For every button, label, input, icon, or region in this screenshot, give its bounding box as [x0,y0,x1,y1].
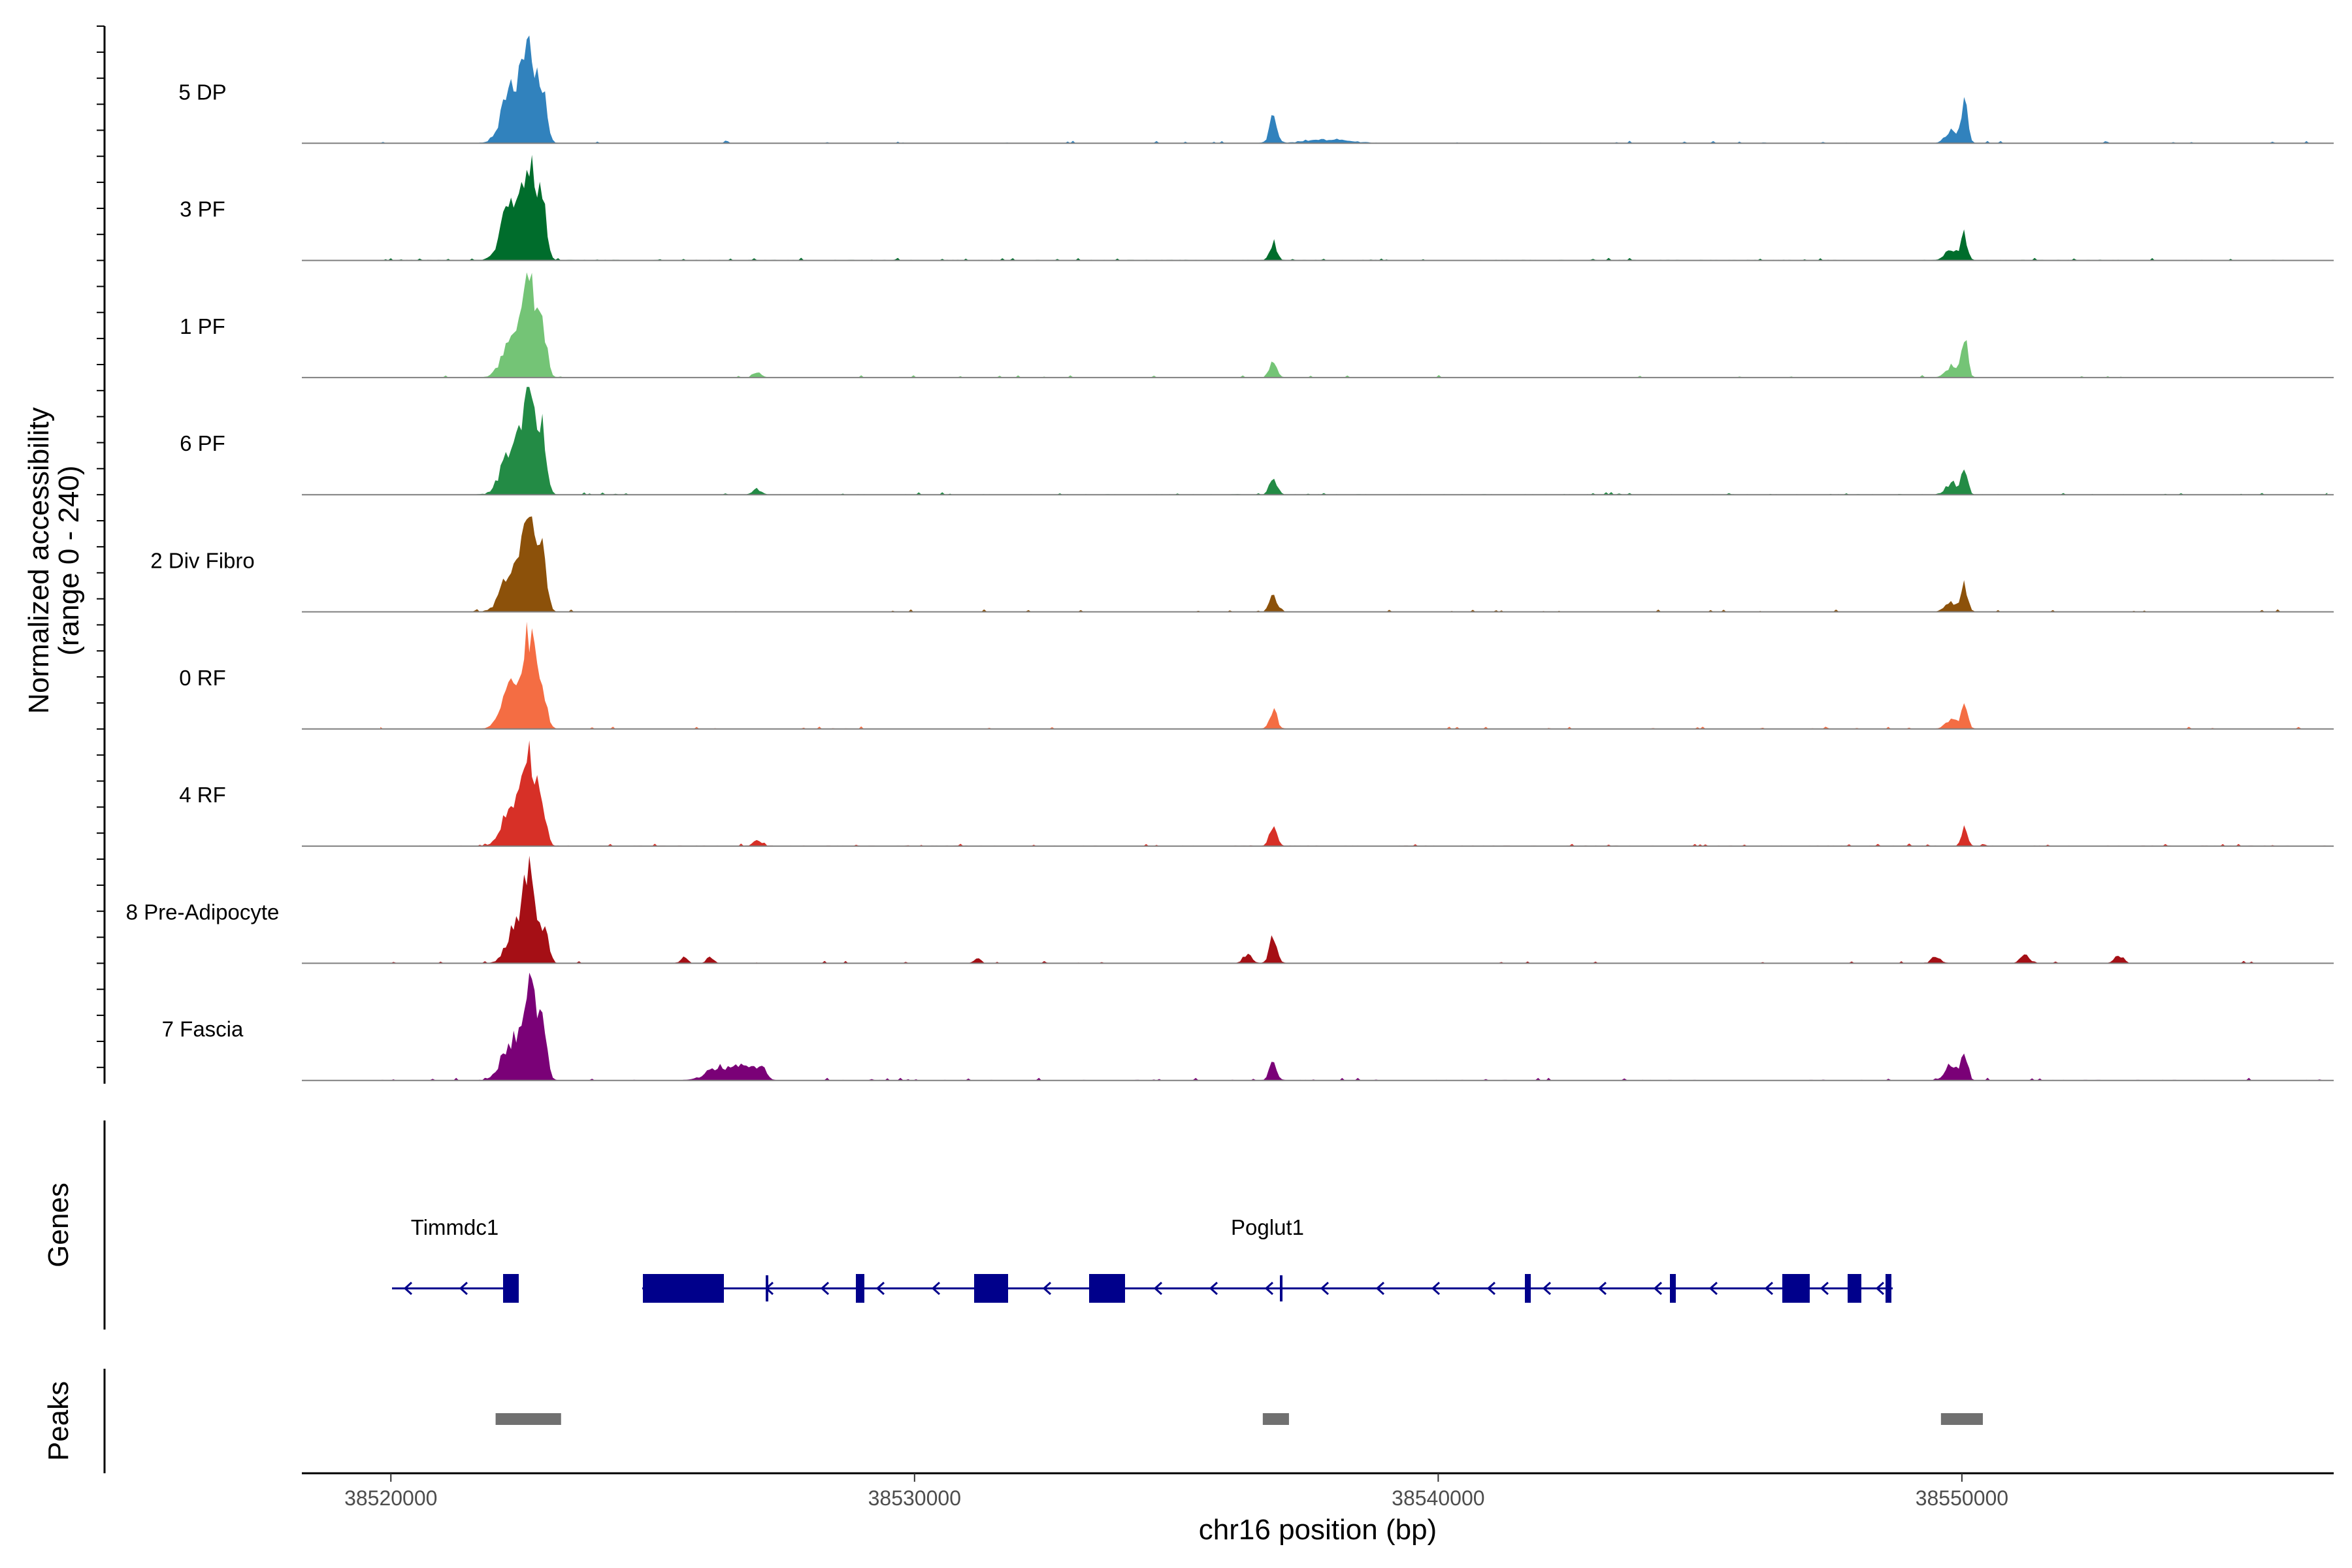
strand-arrow [1264,1281,1274,1296]
track-6-pf: 6 PF [180,387,2334,496]
peak-region [1940,1413,1983,1425]
coverage-area [380,621,2328,729]
strand-arrow [1375,1281,1385,1296]
gene-exon [1782,1274,1810,1303]
gene-exon [503,1274,519,1303]
track-0-rf: 0 RF [179,621,2334,730]
gene-exon [856,1274,864,1303]
coverage-area [380,35,2328,144]
track-4-rf: 4 RF [179,740,2334,847]
track-label: 2 Div Fibro [150,549,255,573]
track-label: 5 DP [178,80,226,104]
strand-arrow [403,1281,413,1296]
gene-exon [1670,1274,1676,1303]
coverage-area [380,740,2328,847]
track-label: 3 PF [180,197,225,221]
coverage-area [380,516,2328,612]
strand-arrow [1542,1281,1552,1296]
gene-exon [1280,1275,1282,1301]
strand-arrow [1320,1281,1330,1296]
gene-name: Timmdc1 [411,1215,498,1239]
x-tick-label: 38530000 [868,1486,961,1510]
x-tick-label: 38520000 [344,1486,437,1510]
peaks-track-label: Peaks [42,1381,74,1461]
peak-region [1262,1413,1289,1425]
peak-track: Peaks [42,1369,1983,1473]
track-8-pre-adipocyte: 8 Pre-Adipocyte [126,855,2334,964]
coverage-area [380,972,2328,1081]
track-label: 4 RF [179,783,226,807]
track-label: 6 PF [180,431,225,455]
track-label: 8 Pre-Adipocyte [126,900,280,924]
gene-poglut1: Poglut1 [642,1215,1893,1303]
coverage-tracks: 5 DP 3 PF 1 PF 6 PF 2 Div Fibro 0 RF 4 RF 8 Pre… [126,35,2334,1081]
strand-arrow [1597,1281,1607,1296]
strand-arrow [1764,1281,1774,1296]
gene-exon [1886,1274,1891,1303]
y-axis-subtitle: (range 0 - 240) [53,465,85,655]
coverage-y-axis [97,25,106,1084]
strand-arrow [1153,1281,1163,1296]
coverage-area [380,155,2328,261]
strand-arrow [459,1281,468,1296]
y-axis-title: Normalized accessibility [23,407,55,713]
coverage-area [380,855,2328,964]
track-label: 0 RF [179,666,226,690]
coverage-area [380,272,2328,378]
gene-exon [766,1275,768,1301]
track-5-dp: 5 DP [178,35,2334,144]
x-tick-label: 38550000 [1916,1486,2008,1510]
strand-arrow [1209,1281,1218,1296]
strand-arrow [1820,1281,1829,1296]
track-1-pf: 1 PF [180,272,2334,378]
gene-exon [974,1274,1008,1303]
strand-arrow [820,1281,830,1296]
track-label: 1 PF [180,314,225,338]
gene-track-label: Genes [42,1183,74,1267]
gene-exon [1848,1274,1861,1303]
track-7-fascia: 7 Fascia [162,972,2334,1081]
gene-track: Genes Timmdc1 Poglut1 [42,1120,1893,1330]
gene-timmdc1: Timmdc1 [392,1215,519,1303]
x-tick-label: 38540000 [1392,1486,1484,1510]
strand-arrow [875,1281,885,1296]
strand-arrow [1042,1281,1052,1296]
gene-exon [1089,1274,1125,1303]
strand-arrow [1875,1281,1885,1296]
strand-arrow [1431,1281,1441,1296]
strand-arrow [1653,1281,1663,1296]
strand-arrow [1486,1281,1496,1296]
strand-arrow [931,1281,941,1296]
strand-arrow [1708,1281,1718,1296]
gene-exon [1525,1274,1531,1303]
gene-name: Poglut1 [1231,1215,1304,1239]
x-axis-title: chr16 position (bp) [1199,1514,1437,1546]
track-3-pf: 3 PF [180,155,2334,261]
track-2-div-fibro: 2 Div Fibro [150,516,2334,613]
peak-region [495,1413,561,1425]
track-label: 7 Fascia [162,1017,244,1041]
coverage-area [380,387,2328,495]
gene-exon [643,1274,724,1303]
x-axis: 38520000 38530000 38540000 38550000 [302,1472,2334,1510]
